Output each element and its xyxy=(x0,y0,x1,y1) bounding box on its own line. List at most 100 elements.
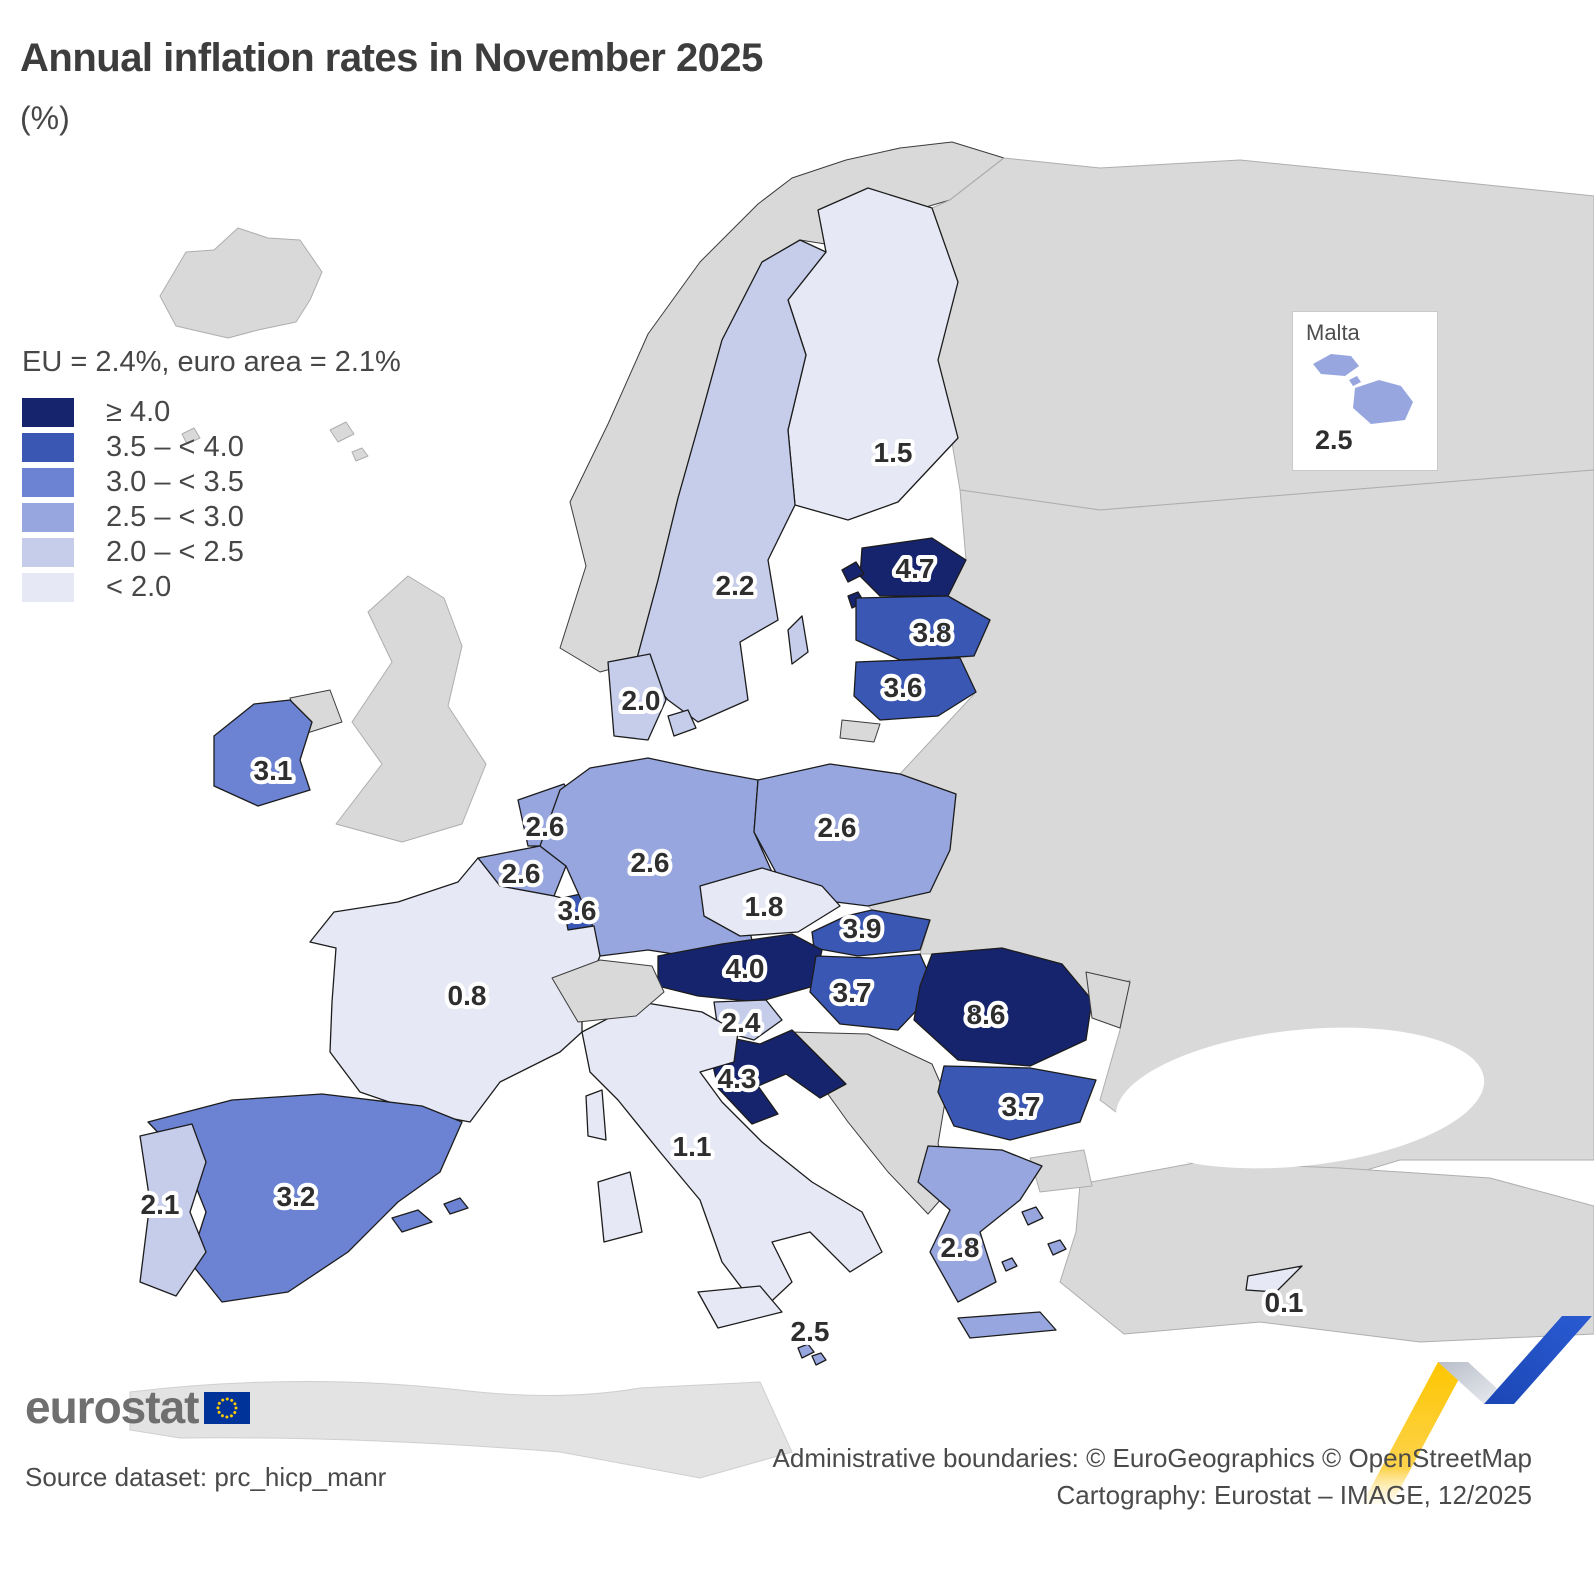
value-label-portugal: 2.1 xyxy=(141,1189,180,1220)
country-shape-denmark xyxy=(667,709,697,737)
legend-class-label: 2.0 – < 2.5 xyxy=(106,536,244,568)
malta-inset-value: 2.5 xyxy=(1315,425,1353,455)
small-noneu-overlays xyxy=(551,719,1131,1029)
ribbon-yellow-stripe xyxy=(1362,1362,1468,1504)
country-shape-sweden xyxy=(635,239,827,723)
country-shape-ireland xyxy=(213,699,313,807)
value-label-ireland: 3.1 xyxy=(254,755,293,786)
country-shape-estonia xyxy=(841,561,865,583)
country-shape-italy xyxy=(697,1285,783,1329)
legend-swatch-icon xyxy=(22,433,74,462)
country-shape-spain xyxy=(391,1209,433,1233)
country-shape-denmark xyxy=(607,653,667,741)
legend-swatch-icon xyxy=(22,468,74,497)
page-title: Annual inflation rates in November 2025 xyxy=(20,36,763,80)
value-label-hungary: 3.7 xyxy=(833,977,872,1008)
country-shape-spain xyxy=(443,1197,469,1215)
legend-row: 3.0 – < 3.5 xyxy=(22,465,401,500)
value-label-germany: 2.6 xyxy=(631,847,670,878)
country-shape-poland xyxy=(753,763,957,907)
credits-boundaries: Administrative boundaries: © EuroGeograp… xyxy=(772,1443,1532,1473)
faroe-shetland-specks xyxy=(181,421,369,462)
legend-class-label: ≥ 4.0 xyxy=(106,396,171,428)
value-label-slovenia: 2.4 xyxy=(722,1007,761,1038)
country-shape-spain xyxy=(147,1093,463,1303)
page-subtitle: (%) xyxy=(20,100,70,136)
country-shape-greece xyxy=(957,1311,1057,1339)
value-label-italy: 1.1 xyxy=(673,1131,712,1162)
iceland-shape xyxy=(159,227,323,339)
value-label-bulgaria: 3.7 xyxy=(1002,1091,1041,1122)
country-shape-italy xyxy=(581,1001,883,1313)
legend-row: < 2.0 xyxy=(22,570,401,605)
country-shape-greece xyxy=(917,1145,1043,1303)
eurostat-logo-text: eurostat xyxy=(25,1381,199,1433)
moldova-shape xyxy=(1085,971,1131,1029)
value-label-france: 0.8 xyxy=(448,980,487,1011)
eurostat-logo: eurostat xyxy=(25,1381,251,1433)
value-label-estonia: 4.7 xyxy=(896,553,935,584)
turkey-nw-shape xyxy=(1029,1149,1093,1193)
country-shape-france xyxy=(585,1089,607,1141)
turkey-shape xyxy=(1059,1161,1594,1343)
black-sea xyxy=(1115,1027,1485,1169)
map-credits: Administrative boundaries: © EuroGeograp… xyxy=(773,1440,1532,1514)
country-shape-romania xyxy=(913,947,1093,1067)
value-label-finland: 1.5 xyxy=(874,437,913,468)
legend-row: 2.0 – < 2.5 xyxy=(22,535,401,570)
value-label-cyprus: 0.1 xyxy=(1265,1287,1304,1318)
eu-flag-icon xyxy=(204,1392,251,1424)
russia-north-shape xyxy=(931,157,1594,511)
malta-island-shape xyxy=(1349,376,1413,424)
value-label-denmark: 2.0 xyxy=(622,685,661,716)
country-shape-sweden xyxy=(787,615,809,665)
country-shape-italy xyxy=(597,1171,643,1243)
value-label-belgium: 2.6 xyxy=(502,858,541,889)
value-label-slovakia: 3.9 xyxy=(843,913,882,944)
value-label-poland: 2.6 xyxy=(818,812,857,843)
eurostat-ribbon-graphic xyxy=(1362,1316,1592,1504)
legend-swatch-icon xyxy=(22,503,74,532)
country-shape-czechia xyxy=(699,867,841,937)
eu-country-shapes xyxy=(139,187,1303,1366)
value-label-czechia: 1.8 xyxy=(745,891,784,922)
legend-row: 3.5 – < 4.0 xyxy=(22,430,401,465)
malta-inset: Malta 2.5 xyxy=(1292,311,1438,471)
source-dataset-note: Source dataset: prc_hicp_manr xyxy=(25,1462,387,1492)
value-label-romania: 8.6 xyxy=(967,999,1006,1030)
africa-coast-shape xyxy=(129,1380,793,1479)
country-shape-greece xyxy=(1047,1239,1067,1256)
switzerland-shape xyxy=(551,959,665,1023)
country-shape-lithuania xyxy=(853,657,977,721)
legend-swatch-icon xyxy=(22,398,74,427)
non-eu-landmass xyxy=(129,141,1594,1479)
value-label-greece: 2.8 xyxy=(941,1232,980,1263)
country-shape-bulgaria xyxy=(937,1065,1097,1141)
credits-cartography: Cartography: Eurostat – IMAGE, 12/2025 xyxy=(1056,1480,1532,1510)
country-shape-malta xyxy=(797,1343,815,1359)
legend: EU = 2.4%, euro area = 2.1% ≥ 4.0 3.5 – <… xyxy=(22,346,401,605)
legend-row: 2.5 – < 3.0 xyxy=(22,500,401,535)
legend-classes: ≥ 4.0 3.5 – < 4.0 3.0 – < 3.5 2.5 – < 3.0 2.… xyxy=(22,395,401,605)
legend-row: ≥ 4.0 xyxy=(22,395,401,430)
value-label-netherlands: 2.6 xyxy=(526,811,565,842)
value-label-malta: 2.5 xyxy=(791,1316,830,1347)
malta-inset-map xyxy=(1313,354,1413,424)
value-label-luxembourg: 3.6 xyxy=(558,895,597,926)
legend-swatch-icon xyxy=(22,573,74,602)
ribbon-blue-stripe xyxy=(1484,1316,1592,1404)
legend-class-label: 2.5 – < 3.0 xyxy=(106,501,244,533)
value-label-latvia: 3.8 xyxy=(913,617,952,648)
malta-gozo-shape xyxy=(1313,354,1359,376)
value-label-sweden: 2.2 xyxy=(716,570,755,601)
legend-class-label: 3.5 – < 4.0 xyxy=(106,431,244,463)
country-shape-portugal xyxy=(139,1123,207,1297)
country-shape-malta xyxy=(811,1352,827,1366)
country-shape-greece xyxy=(1001,1257,1018,1272)
country-shape-latvia xyxy=(855,595,991,661)
country-shape-croatia xyxy=(709,1029,847,1125)
value-label-austria: 4.0 xyxy=(726,953,765,984)
country-shape-cyprus xyxy=(1245,1265,1303,1293)
malta-inset-title: Malta xyxy=(1306,320,1360,345)
value-label-croatia: 4.3 xyxy=(718,1063,757,1094)
